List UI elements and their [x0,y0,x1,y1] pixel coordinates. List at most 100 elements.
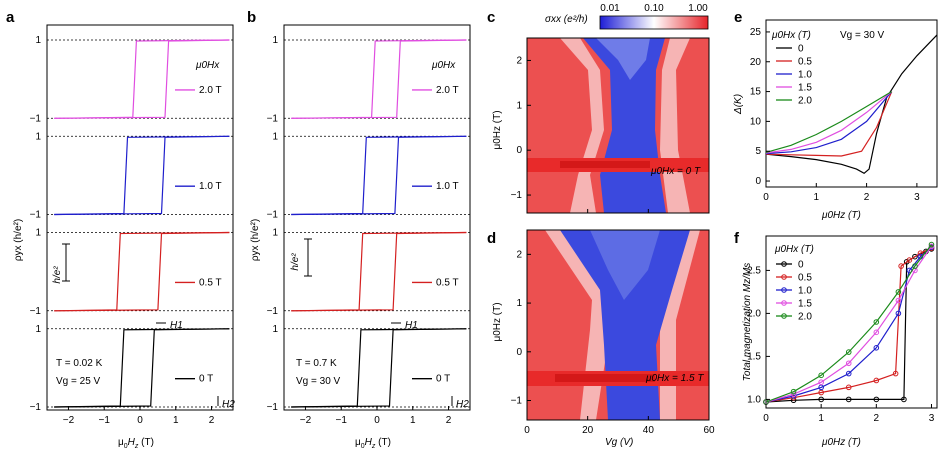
panel-f-point-1-8 [917,250,924,256]
panel-a-level-label-0-0: 1 [35,35,41,46]
panel-f-letter: f [734,230,740,247]
panel-a-trace-up-1 [54,135,230,216]
panel-a-legend-header: μ0Hx [195,60,220,71]
panel-b-legend-label-1: 1.0 T [436,181,459,192]
panel-c-frame [526,37,710,214]
panel-f-point-1-7 [906,257,913,263]
panel-b-letter: b [247,9,256,26]
panel-b-level-label-3-0: 1 [272,324,278,335]
panel-f-point-2-4 [873,345,880,351]
panel-e-legend-label-3: 1.5 [798,83,812,94]
panel-e-series-line-4 [765,91,893,153]
panel-f-point-0-3 [845,396,852,403]
panel-a-legend-label-1: 1.0 T [199,181,222,192]
panel-a-level-label-3-0: 1 [35,324,41,335]
panel-b-level-label-1-1: −1 [267,210,279,221]
panel-a-level-label-1-1: −1 [30,210,42,221]
panel-e-legend-label-2: 1.0 [798,70,812,81]
panel-f-legend-header: μ0Hx (T) [774,244,814,255]
panel-b-h1-label: H1 [405,320,418,331]
panel-e-xlabel: μ0Hz (T) [821,210,861,221]
panel-e-series-line-0 [765,34,938,175]
panel-f-point-4-2 [818,372,824,379]
panel-a-frame [46,24,234,411]
panel-b-temperature: T = 0.7 K [296,358,337,369]
panel-c-ytick-label-0: 2 [516,55,522,66]
panel-d-ytick-label-1: 1 [516,298,522,309]
panel-d-xtick-label-0: 0 [524,425,530,436]
panel-d-ytick-label-0: 2 [516,249,522,260]
panel-f-point-4-4 [873,319,880,325]
panel-b-trace-down-3 [291,328,467,408]
panel-d-frame [526,229,710,421]
panel-b-xtick-label-2: 0 [374,415,380,426]
panel-b-level-label-1-0: 1 [272,131,278,142]
panel-f-point-3-4 [873,329,880,336]
panel-a-trace-down-1 [54,135,230,216]
panel-b-trace-up-0 [291,39,467,119]
panel-c-annotation: μ0Hx = 0 T [650,166,701,177]
panel-f-point-3-7 [928,243,935,250]
colorbar-tick-0: 0.01 [600,3,620,14]
panel-f-point-4-1 [790,388,797,395]
panel-b-legend-label-2: 0.5 T [436,277,459,288]
panel-f-point-1-2 [818,389,824,396]
panel-c: c σxx (e²/h) 0.01 0.10 1.00 μ0Hx = 0 T 2… [487,3,710,214]
panel-a-h2-label: H2 [222,399,235,410]
panel-b-h2-label: H2 [456,399,469,410]
panel-d-xlabel: Vg (V) [605,437,633,448]
panel-f-frame [765,235,938,409]
panel-a-letter: a [6,9,15,26]
panel-e-frame [765,19,938,188]
panel-e-ytick-label-0: 0 [755,176,761,187]
panel-d-heatmap [527,230,709,420]
panel-f-series-line-1 [765,247,932,403]
colorbar-label: σxx (e²/h) [545,14,588,25]
panel-a-xlabel: μ0Hz (T) [118,437,154,450]
panel-a-legend-label-0: 2.0 T [199,85,222,96]
panel-f-series-line-3 [765,245,932,403]
panel-f-legend-label-2: 1.0 [798,286,812,297]
panel-a-level-label-0-1: −1 [30,113,42,124]
panel-f-point-1-4 [873,377,880,384]
panel-f-xtick-label-1: 1 [818,413,824,424]
panel-a-xtick-label-4: 2 [209,415,215,426]
panel-b-trace-up-2 [291,231,467,312]
panel-b-level-label-2-0: 1 [272,228,278,239]
panel-b-xlabel: μ0Hz (T) [355,437,391,450]
panel-e-ytick-label-2: 10 [750,116,762,127]
panel-b-xtick-label-1: −1 [336,415,348,426]
panel-f: f 1.0 1.5 2.0 2.5 0 1 2 3 0 0.5 1.0 1.5 2.0 μ0Hx (T… [734,230,938,448]
panel-b-legend-label-3: 0 T [436,374,450,385]
panel-f-series-line-2 [765,246,932,403]
panel-f-series-line-4 [765,244,932,403]
panel-f-point-1-3 [845,384,852,391]
panel-a-xtick-label-1: −1 [99,415,111,426]
panel-a-xtick-label-3: 1 [173,415,179,426]
panel-b-scale-label: h/e² [290,253,301,271]
panel-e-xtick-label-0: 0 [763,192,769,203]
panel-b-frame [283,24,471,411]
panel-f-series-line-0 [765,248,932,403]
colorbar [599,15,709,30]
panel-f-xlabel: μ0Hz (T) [821,437,861,448]
panel-d-xtick-label-3: 60 [703,425,715,436]
panel-d: d μ0Hx = 1.5 T 2 1 0 −1 0 20 40 60 μ0Hz (T) Vg … [487,229,715,448]
panel-e-series-line-1 [765,91,893,157]
panel-f-ytick-label-3: 2.5 [747,265,761,276]
panel-f-point-0-2 [818,396,824,403]
panel-c-ylabel: μ0Hz (T) [492,110,503,149]
panel-a-trace-down-0 [54,39,230,119]
panel-c-letter: c [487,9,495,26]
panel-f-point-0-6 [903,259,910,265]
panel-e-ytick-label-3: 15 [750,87,762,98]
panel-a: a 2.0 T 1.0 T 0.5 T 0 T 1 −1 1 −1 1 −1 1 −1 −2 −1 0 1 2… [6,9,235,450]
panel-a-legend-label-3: 0 T [199,374,213,385]
panel-c-ytick-label-2: 0 [516,145,522,156]
panel-b-trace-up-1 [291,135,467,216]
panel-f-ytick-label-1: 1.5 [747,351,761,362]
panel-e-legend-label-0: 0 [798,44,804,55]
panel-e-ytick-label-5: 25 [750,27,762,38]
panel-f-point-1-5 [892,370,899,377]
panel-f-legend-label-0: 0 [798,260,804,271]
